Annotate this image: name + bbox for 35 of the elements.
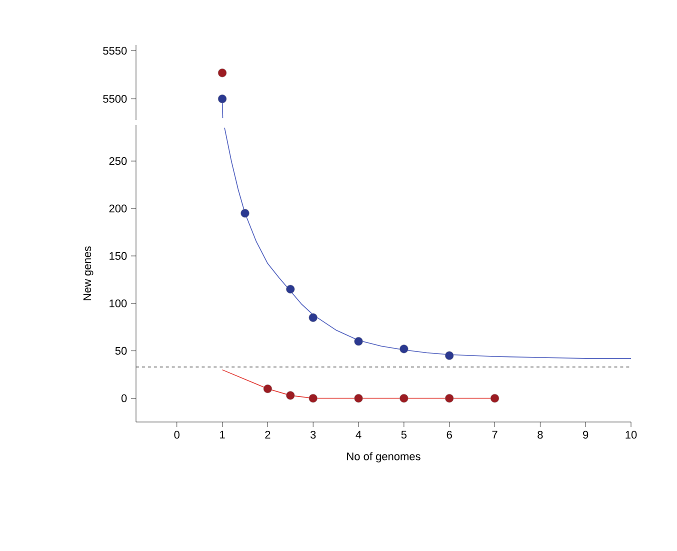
y-tick-label: 100: [110, 299, 127, 308]
y-tick-label: 250: [109, 157, 127, 165]
line-series: [224, 127, 632, 359]
x-tick-label: 3: [310, 430, 316, 439]
point: [308, 394, 318, 403]
y-tick-label: 150: [110, 252, 127, 260]
x-tick-label: 8: [538, 430, 543, 439]
point: [286, 391, 295, 400]
point: [445, 394, 454, 403]
point: [354, 394, 363, 403]
y-tick-label: 200: [109, 204, 127, 212]
point: [490, 394, 500, 403]
x-tick-label: 7: [492, 430, 498, 438]
point: [354, 336, 363, 346]
point: [400, 394, 408, 403]
y-tick-label: 0: [121, 394, 127, 402]
y-axis-title: New genes: [83, 246, 94, 300]
point: [263, 384, 272, 394]
x-tick-label: 10: [626, 430, 637, 439]
x-axis-title: No of genomes: [347, 452, 420, 462]
x-tick-label: 2: [265, 430, 270, 439]
point: [308, 313, 318, 322]
y-tick-label: 5500: [103, 94, 127, 103]
x-tick-label: 1: [220, 430, 225, 438]
point: [400, 344, 408, 354]
x-tick-label: 6: [446, 430, 452, 439]
point: [286, 284, 295, 294]
point: [445, 351, 454, 360]
x-tick-label: 5: [401, 430, 407, 439]
y-tick-label: 50: [115, 346, 127, 355]
y-tick-label: 5550: [103, 46, 127, 55]
point: [240, 208, 250, 218]
x-tick-label: 4: [356, 430, 362, 438]
x-tick-label: 0: [174, 430, 180, 439]
x-tick-label: 9: [583, 430, 588, 439]
